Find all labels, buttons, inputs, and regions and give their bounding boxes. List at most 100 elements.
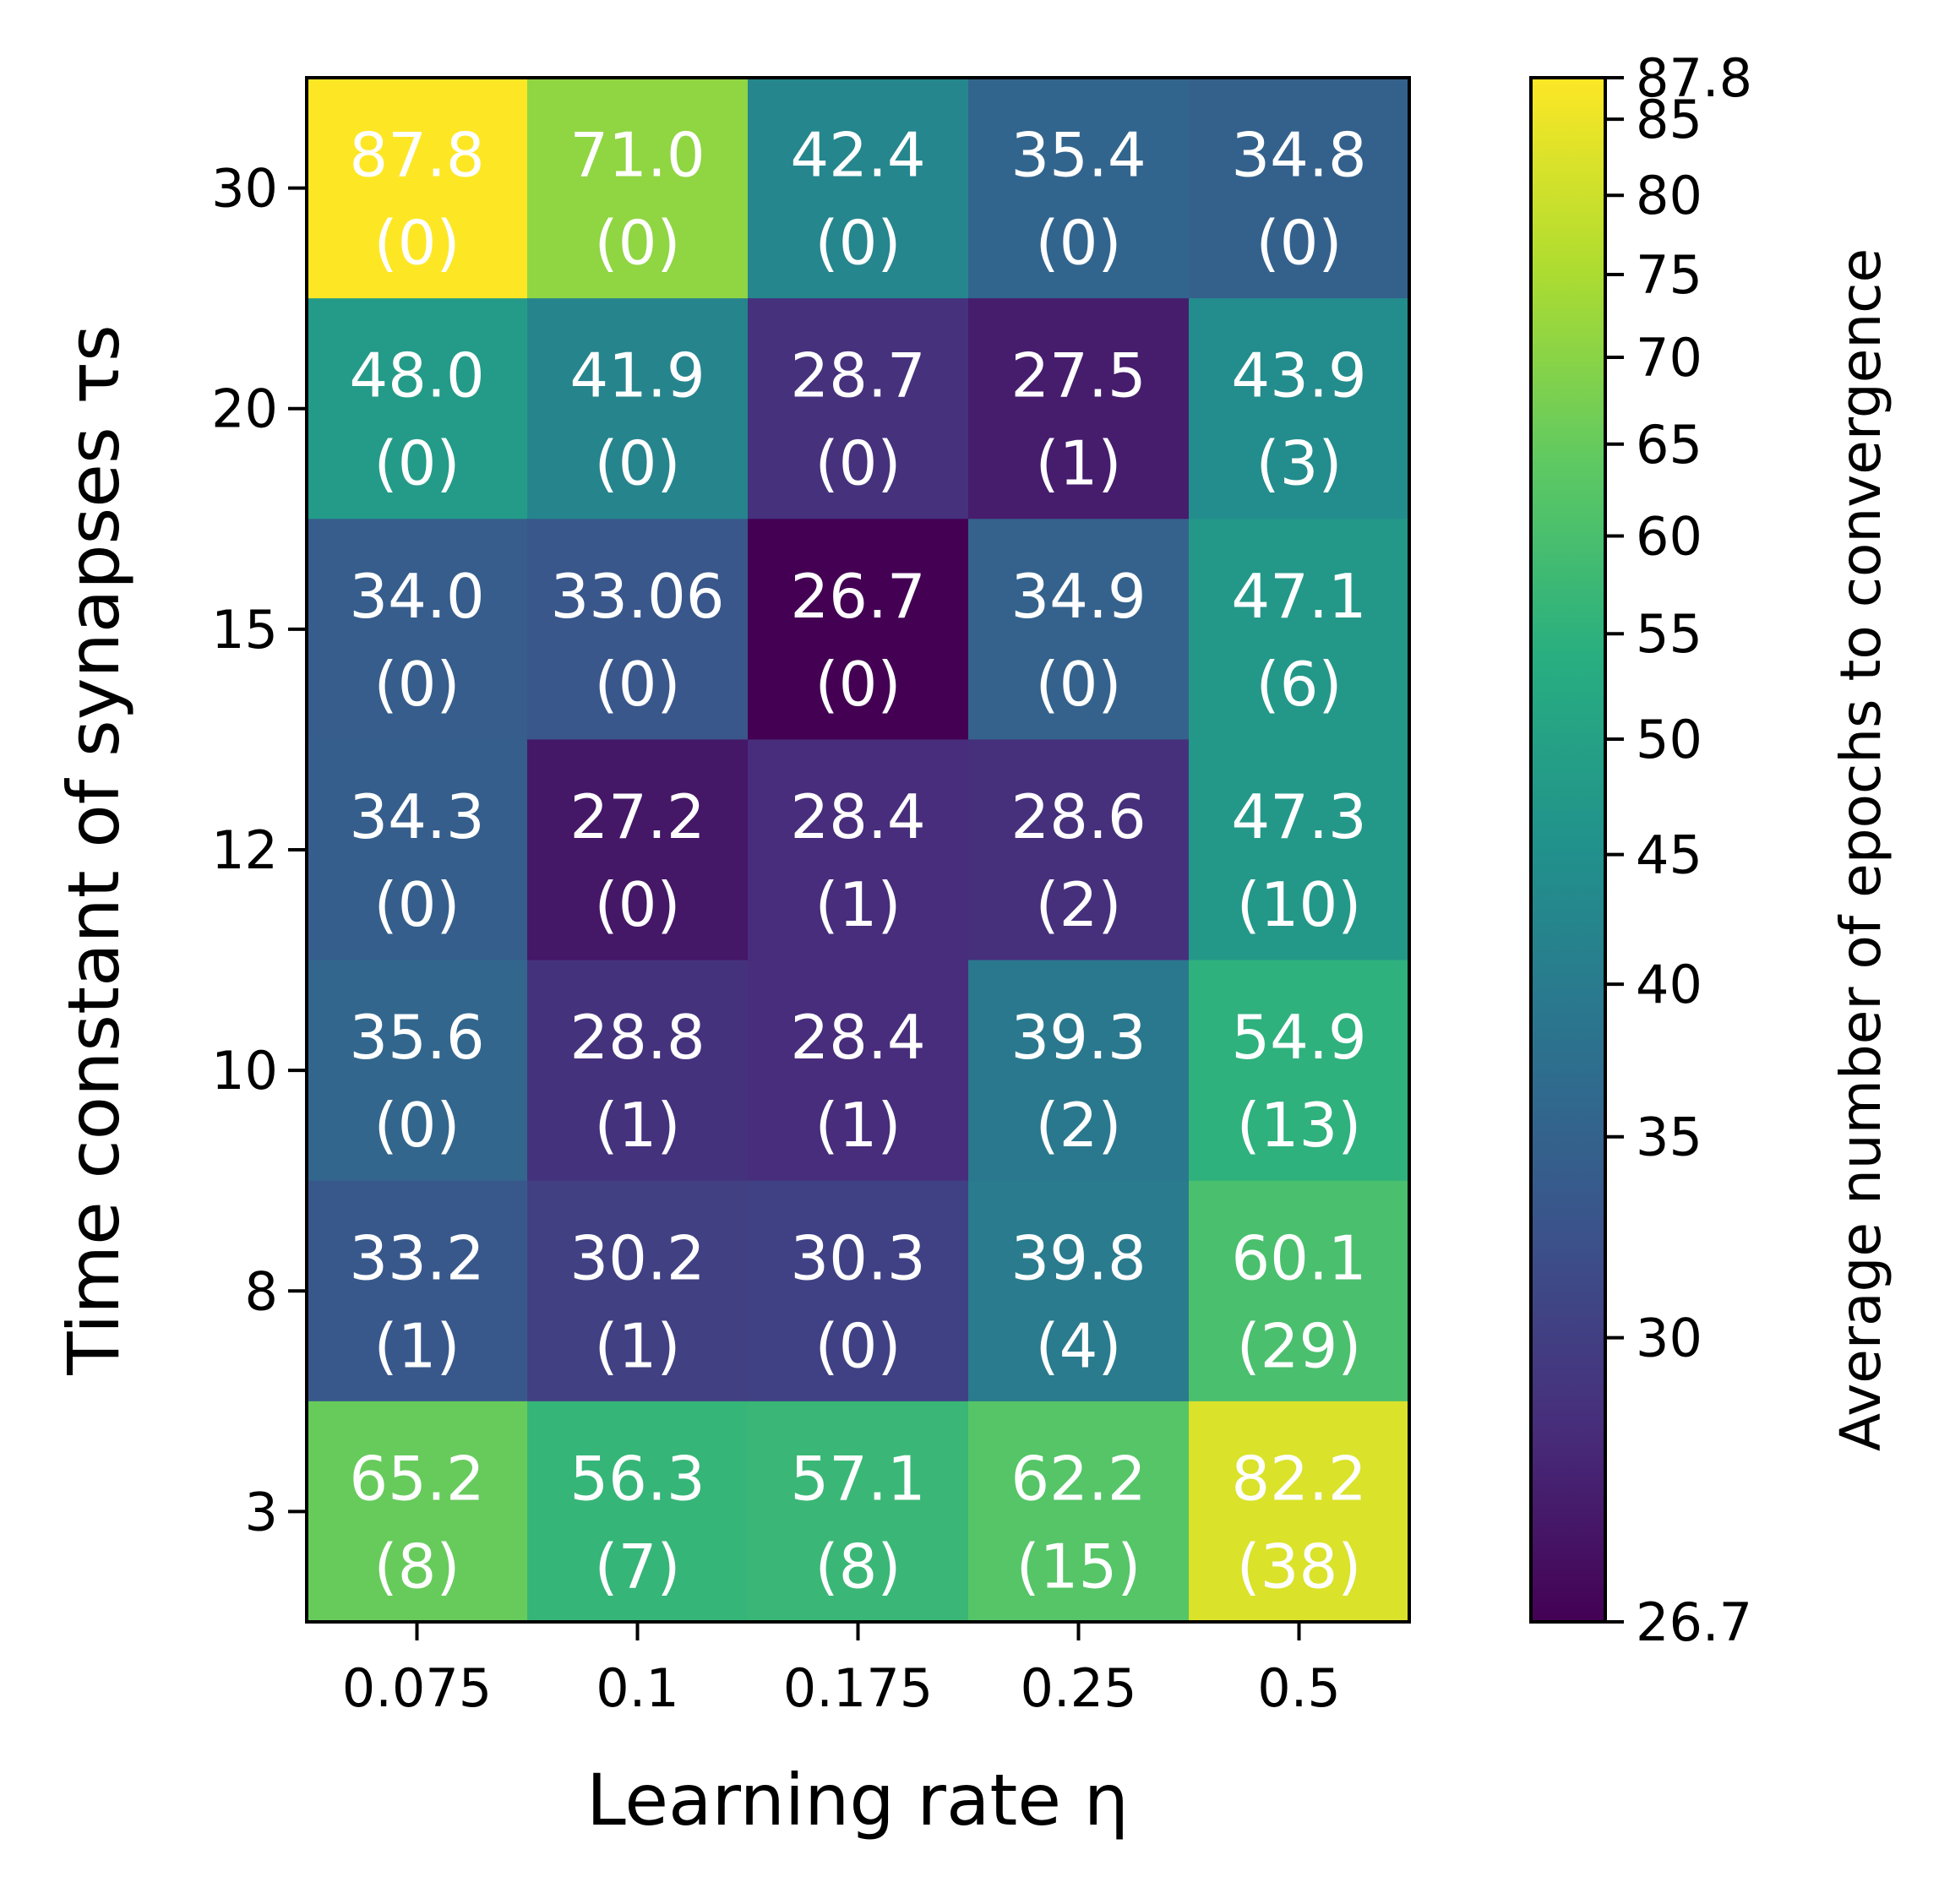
cell-count-label: (38) [1237,1531,1362,1602]
cell-count-label: (0) [595,428,681,499]
cell-value-label: 30.2 [569,1222,705,1293]
x-tick-label: 0.25 [1020,1657,1136,1719]
cell-value-label: 27.5 [1010,340,1146,411]
cell-count-label: (1) [815,869,901,940]
cell-count-label: (6) [1256,649,1343,720]
colorbar-tick-label: 55 [1636,603,1702,665]
heatmap-cell [527,1180,749,1402]
cell-count-label: (1) [595,1090,681,1161]
heatmap-cell [1189,1180,1410,1402]
colorbar-tick-label: 80 [1636,165,1702,226]
cell-value-label: 56.3 [569,1443,705,1514]
cell-value-label: 26.7 [790,561,925,632]
colorbar-tick-label: 26.7 [1636,1591,1752,1653]
heatmap-cell [748,519,969,740]
cell-count-label: (0) [815,1310,901,1381]
cell-value-label: 33.2 [349,1222,484,1293]
cell-value-label: 43.9 [1231,340,1366,411]
cell-count-label: (0) [374,649,460,720]
heatmap-cell [748,960,969,1182]
x-axis-title: Learning rate η [586,1759,1129,1841]
cell-count-label: (0) [595,869,681,940]
colorbar-tick-label: 60 [1636,505,1702,567]
cell-value-label: 54.9 [1231,1002,1366,1073]
cell-count-label: (8) [815,1531,901,1602]
heatmap-cell [307,739,528,961]
colorbar-tick-label: 40 [1636,954,1702,1015]
x-tick-label: 0.1 [596,1657,679,1719]
cell-value-label: 34.9 [1010,561,1146,632]
heatmap-cell [527,78,749,299]
cell-count-label: (0) [595,649,681,720]
y-tick-label: 30 [211,158,278,220]
heatmap-cell [527,519,749,740]
cell-value-label: 41.9 [569,340,705,411]
heatmap-cell [307,1180,528,1402]
cell-value-label: 35.4 [1010,120,1146,191]
y-axis-ticks: 30 20 15 12 10 8 3 [211,158,307,1542]
cell-value-label: 28.7 [790,340,925,411]
cell-count-label: (4) [1036,1310,1122,1381]
y-tick-label: 20 [211,378,278,440]
cell-value-label: 62.2 [1010,1443,1146,1514]
heatmap-cell [748,298,969,520]
y-tick-label: 3 [245,1481,278,1542]
cell-count-label: (0) [815,208,901,279]
cell-count-label: (15) [1016,1531,1141,1602]
cell-count-label: (1) [595,1310,681,1381]
heatmap-cell [748,739,969,961]
heatmap-cell [748,1401,969,1623]
cell-count-label: (0) [1256,208,1343,279]
cell-value-label: 28.8 [569,1002,705,1073]
cell-count-label: (3) [1256,428,1343,499]
colorbar [1529,76,1607,1624]
x-tick-label: 0.175 [783,1657,934,1719]
y-tick-label: 8 [245,1260,278,1322]
heatmap-cell [1189,1401,1410,1623]
cell-value-label: 34.0 [349,561,484,632]
cell-count-label: (0) [374,1090,460,1161]
cell-count-label: (0) [374,869,460,940]
heatmap-cell [968,519,1190,740]
cell-count-label: (0) [595,208,681,279]
x-tick-label: 0.075 [342,1657,493,1719]
heatmap-cell [968,739,1190,961]
heatmap-cell [1189,298,1410,520]
colorbar-tick-label: 50 [1636,709,1702,770]
colorbar-tick-label: 70 [1636,327,1702,389]
heatmap-cell [527,739,749,961]
cell-value-label: 60.1 [1231,1222,1366,1293]
heatmap-cell [307,298,528,520]
cell-count-label: (0) [374,208,460,279]
heatmap-cell [307,1401,528,1623]
heatmap-cell [307,960,528,1182]
y-tick-label: 12 [211,819,278,881]
cell-value-label: 33.06 [550,561,724,632]
cell-count-label: (0) [1036,649,1122,720]
colorbar-tick-label: 75 [1636,244,1702,306]
heatmap-cell [968,1401,1190,1623]
colorbar-tick-label: 35 [1636,1107,1702,1168]
heatmap-cell [527,1401,749,1623]
heatmap-cell [527,960,749,1182]
colorbar-tick-label: 65 [1636,414,1702,476]
cell-value-label: 27.2 [569,781,705,852]
y-tick-label: 15 [211,599,278,661]
cell-count-label: (0) [374,428,460,499]
heatmap-cell [1189,519,1410,740]
heatmap-cell [748,1180,969,1402]
cell-value-label: 82.2 [1231,1443,1366,1514]
cell-value-label: 87.8 [349,120,484,191]
heatmap-cell [968,1180,1190,1402]
cell-value-label: 39.3 [1010,1002,1146,1073]
cell-count-label: (2) [1036,869,1122,940]
cell-count-label: (1) [815,1090,901,1161]
cell-value-label: 42.4 [790,120,925,191]
heatmap-cell [968,298,1190,520]
heatmap-cell [307,519,528,740]
colorbar-tick-label: 45 [1636,824,1702,886]
heatmap-cell [307,78,528,299]
heatmap-cell [1189,960,1410,1182]
